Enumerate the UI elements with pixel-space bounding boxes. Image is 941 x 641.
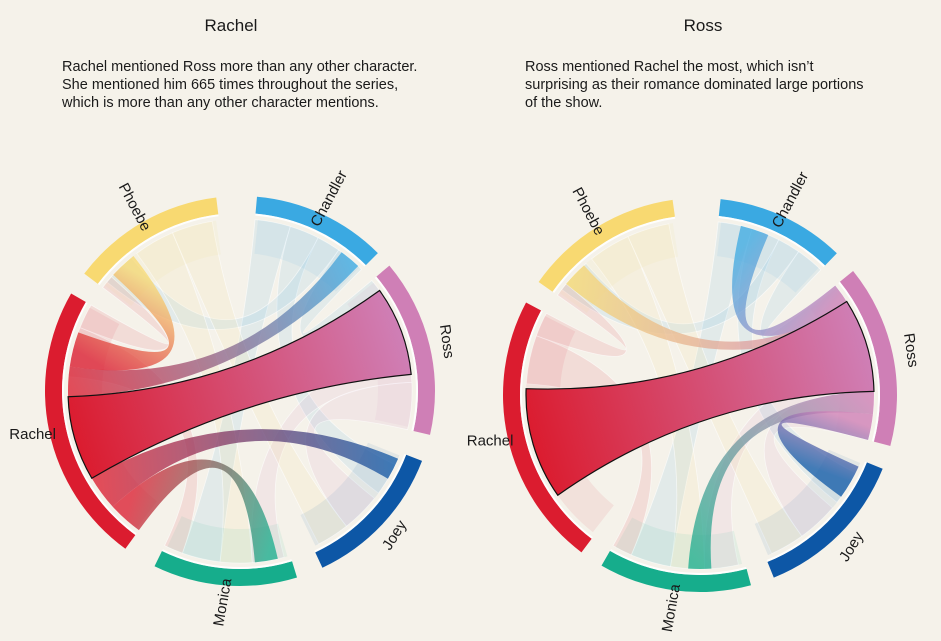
chord-arc-joey — [315, 454, 423, 568]
chord-arc-ross — [376, 265, 435, 435]
chord-arc-rachel — [44, 293, 136, 549]
chord-ribbon — [535, 283, 627, 357]
chord-ribbon — [79, 276, 170, 351]
description-line: which is more than any other character m… — [62, 95, 379, 111]
chord-arc-joey — [767, 462, 883, 578]
chord-ribbon-focus — [91, 429, 399, 507]
chord-arc-chandler — [718, 199, 837, 266]
chord-ribbon-focus — [732, 225, 849, 336]
chord-ribbon-rachel-ross — [525, 300, 875, 497]
chord-ribbon-focus — [112, 459, 278, 563]
chord-ribbon-rachel-ross — [67, 289, 412, 480]
chord-ribbon-focus — [777, 411, 873, 497]
chord-arc-rachel — [503, 302, 592, 553]
panel-description: Rachel mentioned Ross more than any othe… — [62, 58, 482, 112]
chord-arc-phoebe — [84, 197, 219, 284]
chord-ribbon-focus — [67, 252, 359, 397]
panel-title: Ross — [683, 16, 723, 35]
description-line: Ross mentioned Rachel the most, which is… — [525, 59, 814, 75]
chord-ribbon-focus — [566, 265, 857, 350]
chord-ribbon-focus — [688, 391, 874, 569]
chord-label-ross: Ross — [436, 323, 458, 359]
chord-label-rachel: Rachel — [9, 426, 56, 443]
chord-label-phoebe: Phoebe — [115, 180, 154, 234]
chord-ribbon-focus — [69, 255, 175, 371]
chord-label-rachel: Rachel — [467, 433, 514, 450]
chord-label-monica: Monica — [659, 582, 684, 633]
description-line: Rachel mentioned Ross more than any othe… — [62, 59, 418, 75]
panel-description: Ross mentioned Rachel the most, which is… — [525, 58, 941, 112]
panel-title: Rachel — [204, 16, 258, 35]
chord-label-phoebe: Phoebe — [568, 185, 607, 239]
chord-label-joey: Joey — [836, 528, 867, 564]
chord-ribbon — [136, 232, 253, 564]
chord-arc-chandler — [255, 196, 378, 266]
description-line: of the show. — [525, 95, 603, 111]
chord-ribbon — [305, 381, 413, 527]
chord-arc-monica — [601, 550, 751, 592]
panel-rachel: Rachel Rachel mentioned Ross more than a… — [0, 0, 470, 641]
chord-arc-phoebe — [538, 199, 675, 292]
description-line: She mentioned him 665 times throughout t… — [62, 77, 399, 93]
chord-arc-edge — [374, 276, 418, 432]
panel-ross: Ross Ross mentioned Rachel the most, whi… — [471, 0, 941, 641]
chord-arc-monica — [154, 550, 298, 586]
chord-arc-edge — [610, 549, 747, 575]
chord-arc-edge — [838, 281, 880, 442]
chord-arc-ross — [839, 271, 897, 446]
chord-label-ross: Ross — [900, 332, 922, 368]
description-line: surprising as their romance dominated la… — [525, 77, 864, 93]
